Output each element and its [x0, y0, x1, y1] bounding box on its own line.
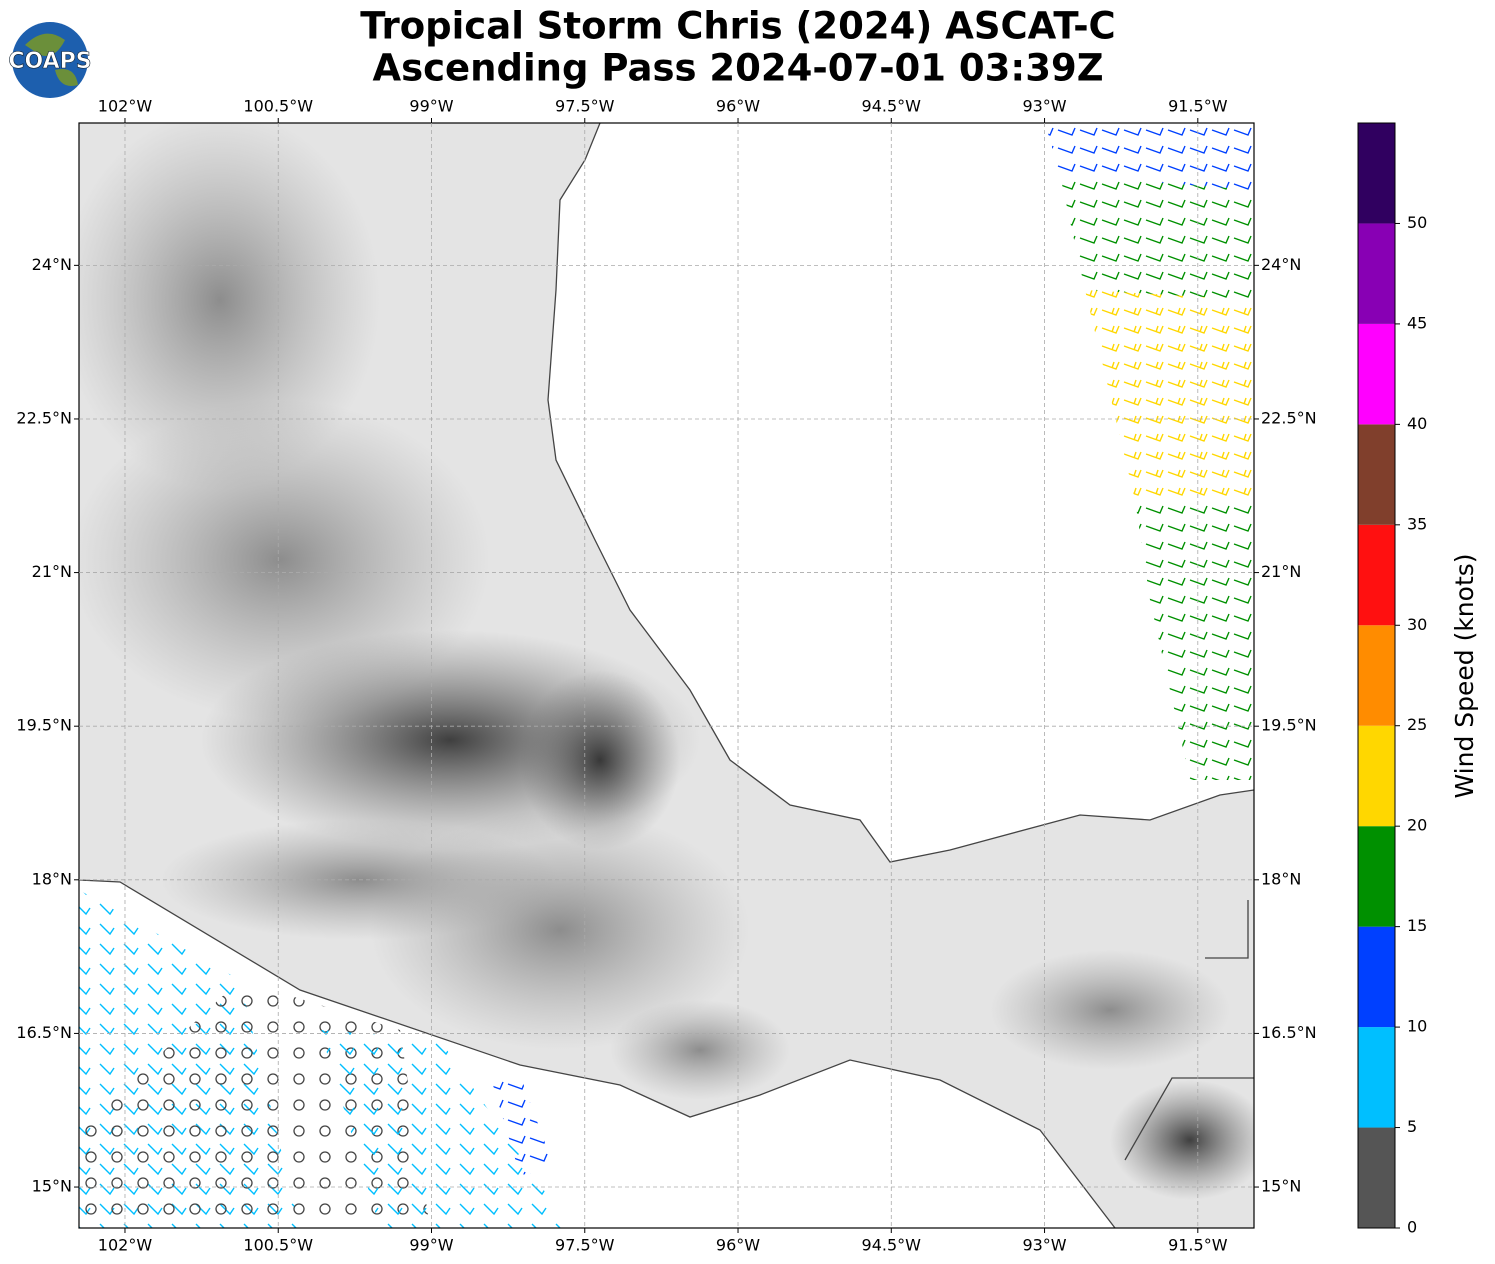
colorbar-bin — [1358, 123, 1395, 224]
wind-swath — [1060, 175, 1254, 300]
colorbar-tick-label: 35 — [1407, 514, 1427, 533]
logo-text: COAPS — [8, 49, 91, 74]
colorbar-tick-label: 15 — [1407, 916, 1427, 935]
wind-swath — [1085, 290, 1254, 500]
coastline — [79, 879, 1116, 1228]
x-tick-label: 94.5°W — [862, 1236, 922, 1255]
colorbar-tick-label: 20 — [1407, 816, 1427, 835]
colorbar-tick-label: 25 — [1407, 715, 1427, 734]
y-tick-label: 16.5°N — [16, 1023, 72, 1042]
x-tick-label: 97.5°W — [555, 1236, 615, 1255]
colorbar-tick-label: 30 — [1407, 615, 1427, 634]
colorbar-tick-label: 10 — [1407, 1017, 1427, 1036]
y-tick-label: 19.5°N — [1261, 716, 1317, 735]
colorbar-tick-label: 45 — [1407, 313, 1427, 332]
x-tick-label: 99°W — [409, 97, 453, 116]
y-tick-label: 15°N — [1261, 1177, 1301, 1196]
x-tick-label: 93°W — [1022, 97, 1066, 116]
colorbar-bin — [1358, 323, 1395, 425]
colorbar-label: Wind Speed (knots) — [1450, 553, 1479, 798]
wind-swath — [1045, 123, 1254, 190]
x-tick-label: 94.5°W — [862, 97, 922, 116]
colorbar-bin — [1358, 926, 1395, 1028]
map-background — [79, 123, 1254, 1228]
y-tick-label: 24°N — [1261, 255, 1301, 274]
colorbar-frame — [1357, 122, 1396, 1229]
x-tick-label: 99°W — [409, 1236, 453, 1255]
x-tick-label: 93°W — [1022, 1236, 1066, 1255]
coastline — [547, 123, 1254, 863]
y-tick-label: 19.5°N — [16, 716, 72, 735]
colorbar-bin — [1358, 725, 1395, 827]
wind-swath — [1135, 500, 1254, 780]
x-tick-label: 91.5°W — [1168, 1236, 1228, 1255]
x-tick-label: 96°W — [716, 97, 760, 116]
colorbar-tick-label: 5 — [1407, 1117, 1417, 1136]
x-tick-label: 97.5°W — [555, 97, 615, 116]
colorbar-bin — [1358, 223, 1395, 324]
title: Tropical Storm Chris (2024) ASCAT-C — [360, 5, 1115, 48]
colorbar-bin — [1358, 424, 1395, 525]
colorbar-bin — [1358, 625, 1395, 726]
y-tick-label: 18°N — [32, 869, 72, 888]
y-tick-label: 24°N — [32, 255, 72, 274]
border — [1124, 900, 1254, 1161]
colorbar-bin — [1358, 826, 1395, 927]
colorbar-bin — [1358, 1027, 1395, 1128]
land — [79, 123, 1254, 1228]
title: Ascending Pass 2024-07-01 03:39Z — [372, 47, 1103, 90]
colorbar-bin — [1358, 1127, 1395, 1228]
y-tick-label: 21°N — [1261, 562, 1301, 581]
y-tick-label: 15°N — [32, 1177, 72, 1196]
x-tick-label: 102°W — [98, 97, 153, 116]
y-tick-label: 22.5°N — [16, 408, 72, 427]
x-tick-label: 91.5°W — [1168, 97, 1228, 116]
map-frame — [78, 122, 1255, 1229]
x-tick-label: 96°W — [716, 1236, 760, 1255]
colorbar-tick-label: 0 — [1407, 1218, 1417, 1237]
y-tick-label: 16.5°N — [1261, 1023, 1317, 1042]
y-tick-label: 22.5°N — [1261, 408, 1317, 427]
colorbar-tick-label: 50 — [1407, 213, 1427, 232]
x-tick-label: 102°W — [98, 1236, 153, 1255]
logo: COAPS — [8, 22, 92, 98]
wind-swath — [320, 1030, 570, 1228]
colorbar-tick-label: 40 — [1407, 414, 1427, 433]
colorbar-bin — [1358, 524, 1395, 626]
x-tick-label: 100.5°W — [243, 1236, 313, 1255]
x-tick-label: 100.5°W — [243, 97, 313, 116]
y-tick-label: 21°N — [32, 562, 72, 581]
y-tick-label: 18°N — [1261, 869, 1301, 888]
wind-swath — [490, 1075, 555, 1175]
